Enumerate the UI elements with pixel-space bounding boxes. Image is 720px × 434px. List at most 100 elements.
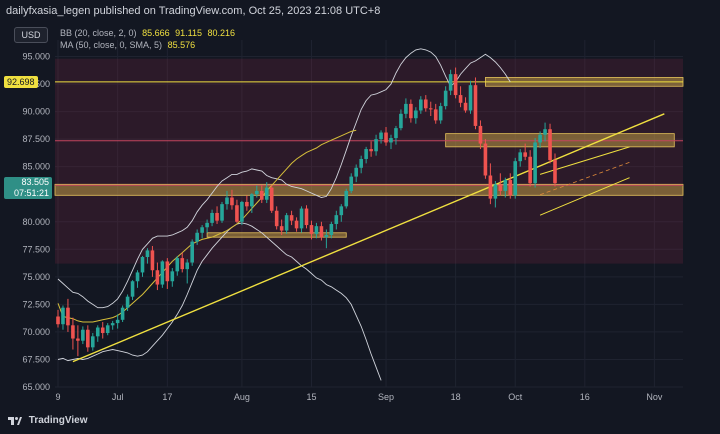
x-tick-label: Sep xyxy=(378,392,394,402)
candle-body xyxy=(498,184,503,191)
candle-body xyxy=(414,110,418,119)
y-tick-label: 80.000 xyxy=(22,217,50,227)
bb-basis-value: 85.666 xyxy=(142,28,170,38)
bb-upper-value: 91.115 xyxy=(175,28,202,38)
y-tick-label: 90.000 xyxy=(22,107,50,117)
candle-body xyxy=(508,179,513,196)
candle-body xyxy=(95,327,100,337)
candle-body xyxy=(195,232,199,242)
candle-body xyxy=(284,215,289,231)
level-price-label: 92.698 xyxy=(4,75,38,88)
candle-body xyxy=(120,307,125,320)
candle-body xyxy=(468,85,473,111)
candle-body xyxy=(66,307,70,326)
candle-body xyxy=(334,215,339,224)
candle-body xyxy=(304,208,309,226)
candle-body xyxy=(488,175,493,199)
bollinger-lower xyxy=(57,222,382,381)
candle-body xyxy=(155,270,160,285)
range-box xyxy=(55,58,683,264)
y-tick-label: 75.000 xyxy=(22,272,50,282)
candle-body xyxy=(369,149,373,152)
candle-body xyxy=(269,187,274,211)
candle-body xyxy=(125,296,130,308)
ma50-line xyxy=(57,129,357,323)
support-zone xyxy=(54,183,684,196)
candle-body xyxy=(448,74,453,91)
candle-body xyxy=(205,222,209,228)
candle-body xyxy=(240,201,244,222)
candle-body xyxy=(90,336,95,348)
candle-body xyxy=(493,184,498,199)
candle-body xyxy=(543,129,547,135)
y-tick-label: 77.500 xyxy=(22,244,50,254)
candle-body xyxy=(115,319,120,324)
candle-body xyxy=(473,85,478,126)
bollinger-upper xyxy=(57,48,511,309)
last-price-label: 83.505 07:51:21 xyxy=(4,177,52,200)
candle-body xyxy=(463,102,468,111)
candle-body xyxy=(160,261,165,285)
candle-body xyxy=(110,323,115,326)
candle-body xyxy=(384,132,388,143)
candle-body xyxy=(255,190,259,195)
candle-body xyxy=(61,307,65,325)
candle-body xyxy=(528,156,532,184)
tradingview-logo-icon xyxy=(8,417,22,425)
x-tick-label: 9 xyxy=(55,392,60,402)
candle-body xyxy=(428,108,433,110)
y-tick-label: 95.000 xyxy=(22,52,50,62)
y-tick-label: 65.000 xyxy=(22,382,50,392)
candle-body xyxy=(274,210,279,227)
candle-body xyxy=(538,134,542,143)
candle-body xyxy=(354,167,358,177)
candle-body xyxy=(71,325,75,339)
x-tick-label: Jul xyxy=(112,392,124,402)
candle-body xyxy=(443,90,448,107)
candle-body xyxy=(180,258,185,270)
candle-body xyxy=(130,281,135,297)
candle-body xyxy=(379,132,383,140)
candle-body xyxy=(433,109,438,121)
candle-body xyxy=(259,190,264,200)
y-tick-label: 85.000 xyxy=(22,162,50,172)
x-tick-label: 15 xyxy=(306,392,316,402)
candle-body xyxy=(518,152,523,162)
candle-body xyxy=(423,99,428,109)
candle-body xyxy=(533,142,537,184)
ma-label: MA (50, close, 0, SMA, 5) xyxy=(60,40,163,50)
currency-button[interactable]: USD xyxy=(14,27,48,43)
y-tick-label: 72.500 xyxy=(22,299,50,309)
mid-zone xyxy=(445,133,675,148)
candle-body xyxy=(359,158,363,168)
trendline xyxy=(72,113,665,363)
candle-body xyxy=(513,161,518,196)
candle-body xyxy=(478,125,483,144)
candle-body xyxy=(553,160,557,184)
candle-body xyxy=(190,241,194,263)
last-price-value: 83.505 xyxy=(21,177,49,188)
candle-body xyxy=(170,271,175,282)
price-chart[interactable]: 65.000 67.500 70.000 72.500 75.000 77.500 80.0… xyxy=(0,22,720,409)
candle-body xyxy=(150,250,155,271)
candle-body xyxy=(76,338,80,341)
candle-body xyxy=(235,205,239,222)
ma-legend-row: MA (50, close, 0, SMA, 5) 85.576 xyxy=(60,39,235,51)
lower-zone xyxy=(206,232,347,238)
candle-body xyxy=(483,143,488,176)
x-tick-label: 18 xyxy=(451,392,461,402)
bb-lower-value: 80.216 xyxy=(207,28,236,38)
candle-body xyxy=(185,262,190,270)
y-tick-label: 67.500 xyxy=(22,354,50,364)
candle-body xyxy=(100,327,105,334)
candle-body xyxy=(523,152,527,157)
candle-body xyxy=(409,103,413,119)
candle-body xyxy=(279,226,284,231)
candle-body xyxy=(225,197,229,205)
candle-body xyxy=(364,149,368,159)
y-tick-label: 70.000 xyxy=(22,327,50,337)
candle-body xyxy=(289,215,294,221)
candle-body xyxy=(309,225,314,234)
candle-body xyxy=(458,95,463,103)
candle-body xyxy=(453,74,458,96)
